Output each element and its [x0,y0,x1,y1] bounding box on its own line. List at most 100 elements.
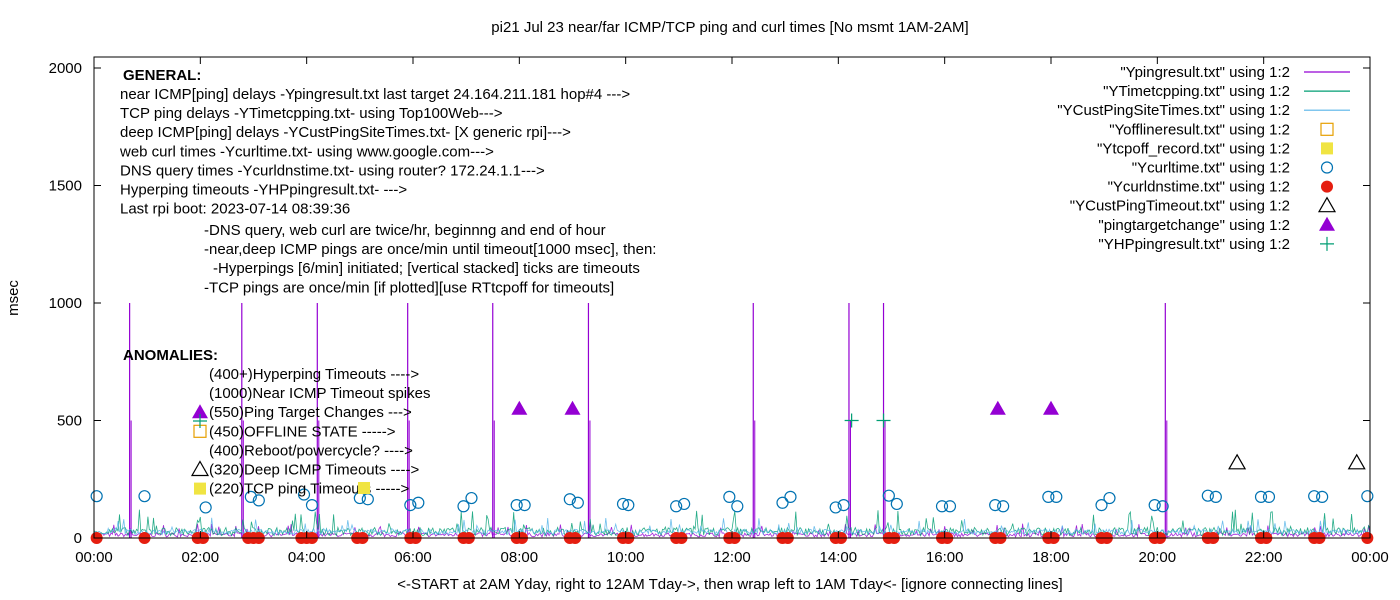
data-point [564,400,581,415]
data-point [1103,491,1116,505]
y-tick-label: 0 [74,530,82,547]
data-point [1209,490,1222,503]
anomaly-line: (400+)Hyperping Timeouts ----> [209,366,419,383]
data-point [1050,490,1063,503]
data-point [563,493,576,506]
data-point [776,496,789,509]
y-tick-label: 1500 [49,178,82,195]
anomaly-marker [194,482,206,495]
data-point [571,496,584,509]
legend-swatch [1319,216,1335,231]
anomaly-line: (400)Reboot/powercycle? ----> [209,442,413,459]
data-point [784,490,797,503]
data-point [457,500,470,513]
legend-label: "pingtargetchange" using 1:2 [1098,217,1290,234]
data-point [935,500,949,513]
legend-label: "Ycurltime.txt" using 1:2 [1132,160,1290,177]
x-tick-label: 14:00 [820,549,858,566]
data-point [1361,490,1374,503]
general-line: TCP ping delays -YTimetcpping.txt- using… [120,105,503,122]
note-line: -Hyperpings [6/min] initiated; [vertical… [213,260,640,277]
data-point [465,491,478,505]
legend-label: "Ypingresult.txt" using 1:2 [1120,64,1290,81]
annotations: GENERAL: near ICMP[ping] delays -Ypingres… [119,67,656,498]
data-point [882,489,895,502]
general-line: Last rpi boot: 2023-07-14 08:39:36 [120,201,350,218]
data-point [305,499,319,512]
legend: "Ypingresult.txt" using 1:2 "YTimetcpping… [1057,64,1350,253]
data-point [670,500,683,513]
data-point [138,490,151,503]
anomaly-line: (220)TCP ping Timeouts -----> [209,481,409,498]
legend-label: "Ytcpoff_record.txt" using 1:2 [1097,140,1290,157]
anomaly-line: (450)OFFLINE STATE -----> [209,423,396,440]
anomaly-marker [192,404,208,419]
data-point [1095,499,1108,512]
y-axis: 0 500 1000 1500 2000 [49,60,1370,547]
data-point [1228,453,1247,470]
data-point [1043,400,1059,415]
general-line: web curl times -Ycurltime.txt- using www… [119,143,494,160]
data-point [997,500,1010,513]
x-tick-label: 08:00 [501,549,539,566]
data-point [1156,500,1169,513]
data-point [616,497,630,511]
x-tick-label: 22:00 [1245,549,1283,566]
x-tick-label: 12:00 [713,549,751,566]
y-tick-label: 2000 [49,60,82,77]
y-axis-label: msec [5,280,22,316]
data-point [989,499,1002,512]
data-point [518,499,531,512]
legend-label: "Yofflineresult.txt" using 1:2 [1109,121,1290,138]
data-point [90,490,103,503]
x-tick-label: 00:00 [1351,549,1389,566]
legend-swatch [1320,236,1334,251]
legend-label: "YCustPingSiteTimes.txt" using 1:2 [1057,102,1290,119]
legend-swatch [1321,180,1333,193]
general-line: DNS query times -Ycurldnstime.txt- using… [120,162,545,179]
anomaly-marker [193,414,207,428]
data-point [252,494,265,507]
legend-label: "YTimetcpping.txt" using 1:2 [1103,83,1290,100]
data-point [890,497,903,511]
data-point [1347,453,1366,470]
x-tick-label: 04:00 [288,549,326,566]
anomaly-line: (320)Deep ICMP Timeouts ----> [209,462,419,479]
general-line: Hyperping timeouts -YHPpingresult.txt- -… [120,182,407,199]
x-tick-label: 18:00 [1032,549,1070,566]
data-point [837,499,850,512]
legend-label: "YHPpingresult.txt" using 1:2 [1098,236,1290,253]
data-point [199,501,212,514]
data-point [1148,499,1161,512]
data-point [244,490,257,503]
data-point [1262,490,1276,503]
note-line: -DNS query, web curl are twice/hr, begin… [204,222,606,239]
x-tick-label: 10:00 [607,549,645,566]
legend-label: "Ycurldnstime.txt" using 1:2 [1108,179,1290,196]
y-tick-label: 1000 [49,295,82,312]
data-point [511,400,528,415]
data-point [731,500,744,513]
data-point [404,499,417,512]
legend-label: "YCustPingTimeout.txt" using 1:2 [1070,198,1290,215]
note-line: -near,deep ICMP pings are once/min until… [204,241,656,258]
data-point [510,499,523,512]
note-line: -TCP pings are once/min [if plotted][use… [204,279,614,296]
y-tick-label: 500 [57,413,82,430]
anomaly-marker [358,482,370,494]
data-point [678,497,691,511]
general-line: deep ICMP[ping] delays -YCustPingSiteTim… [120,124,571,141]
data-point [989,400,1006,415]
data-point [829,501,842,514]
anomaly-marker [190,460,210,477]
legend-swatch [1320,161,1334,174]
data-point [1254,490,1268,503]
x-axis: 00:00 02:00 04:00 06:00 08:00 10:00 12:00 14:00… [75,57,1389,566]
x-axis-label: <-START at 2AM Yday, right to 12AM Tday-… [397,576,1062,593]
x-tick-label: 16:00 [926,549,964,566]
data-point [723,490,736,503]
x-tick-label: 20:00 [1139,549,1177,566]
data-point [1201,489,1214,502]
anomaly-line: (1000)Near ICMP Timeout spikes [209,385,430,402]
data-point [943,500,957,513]
